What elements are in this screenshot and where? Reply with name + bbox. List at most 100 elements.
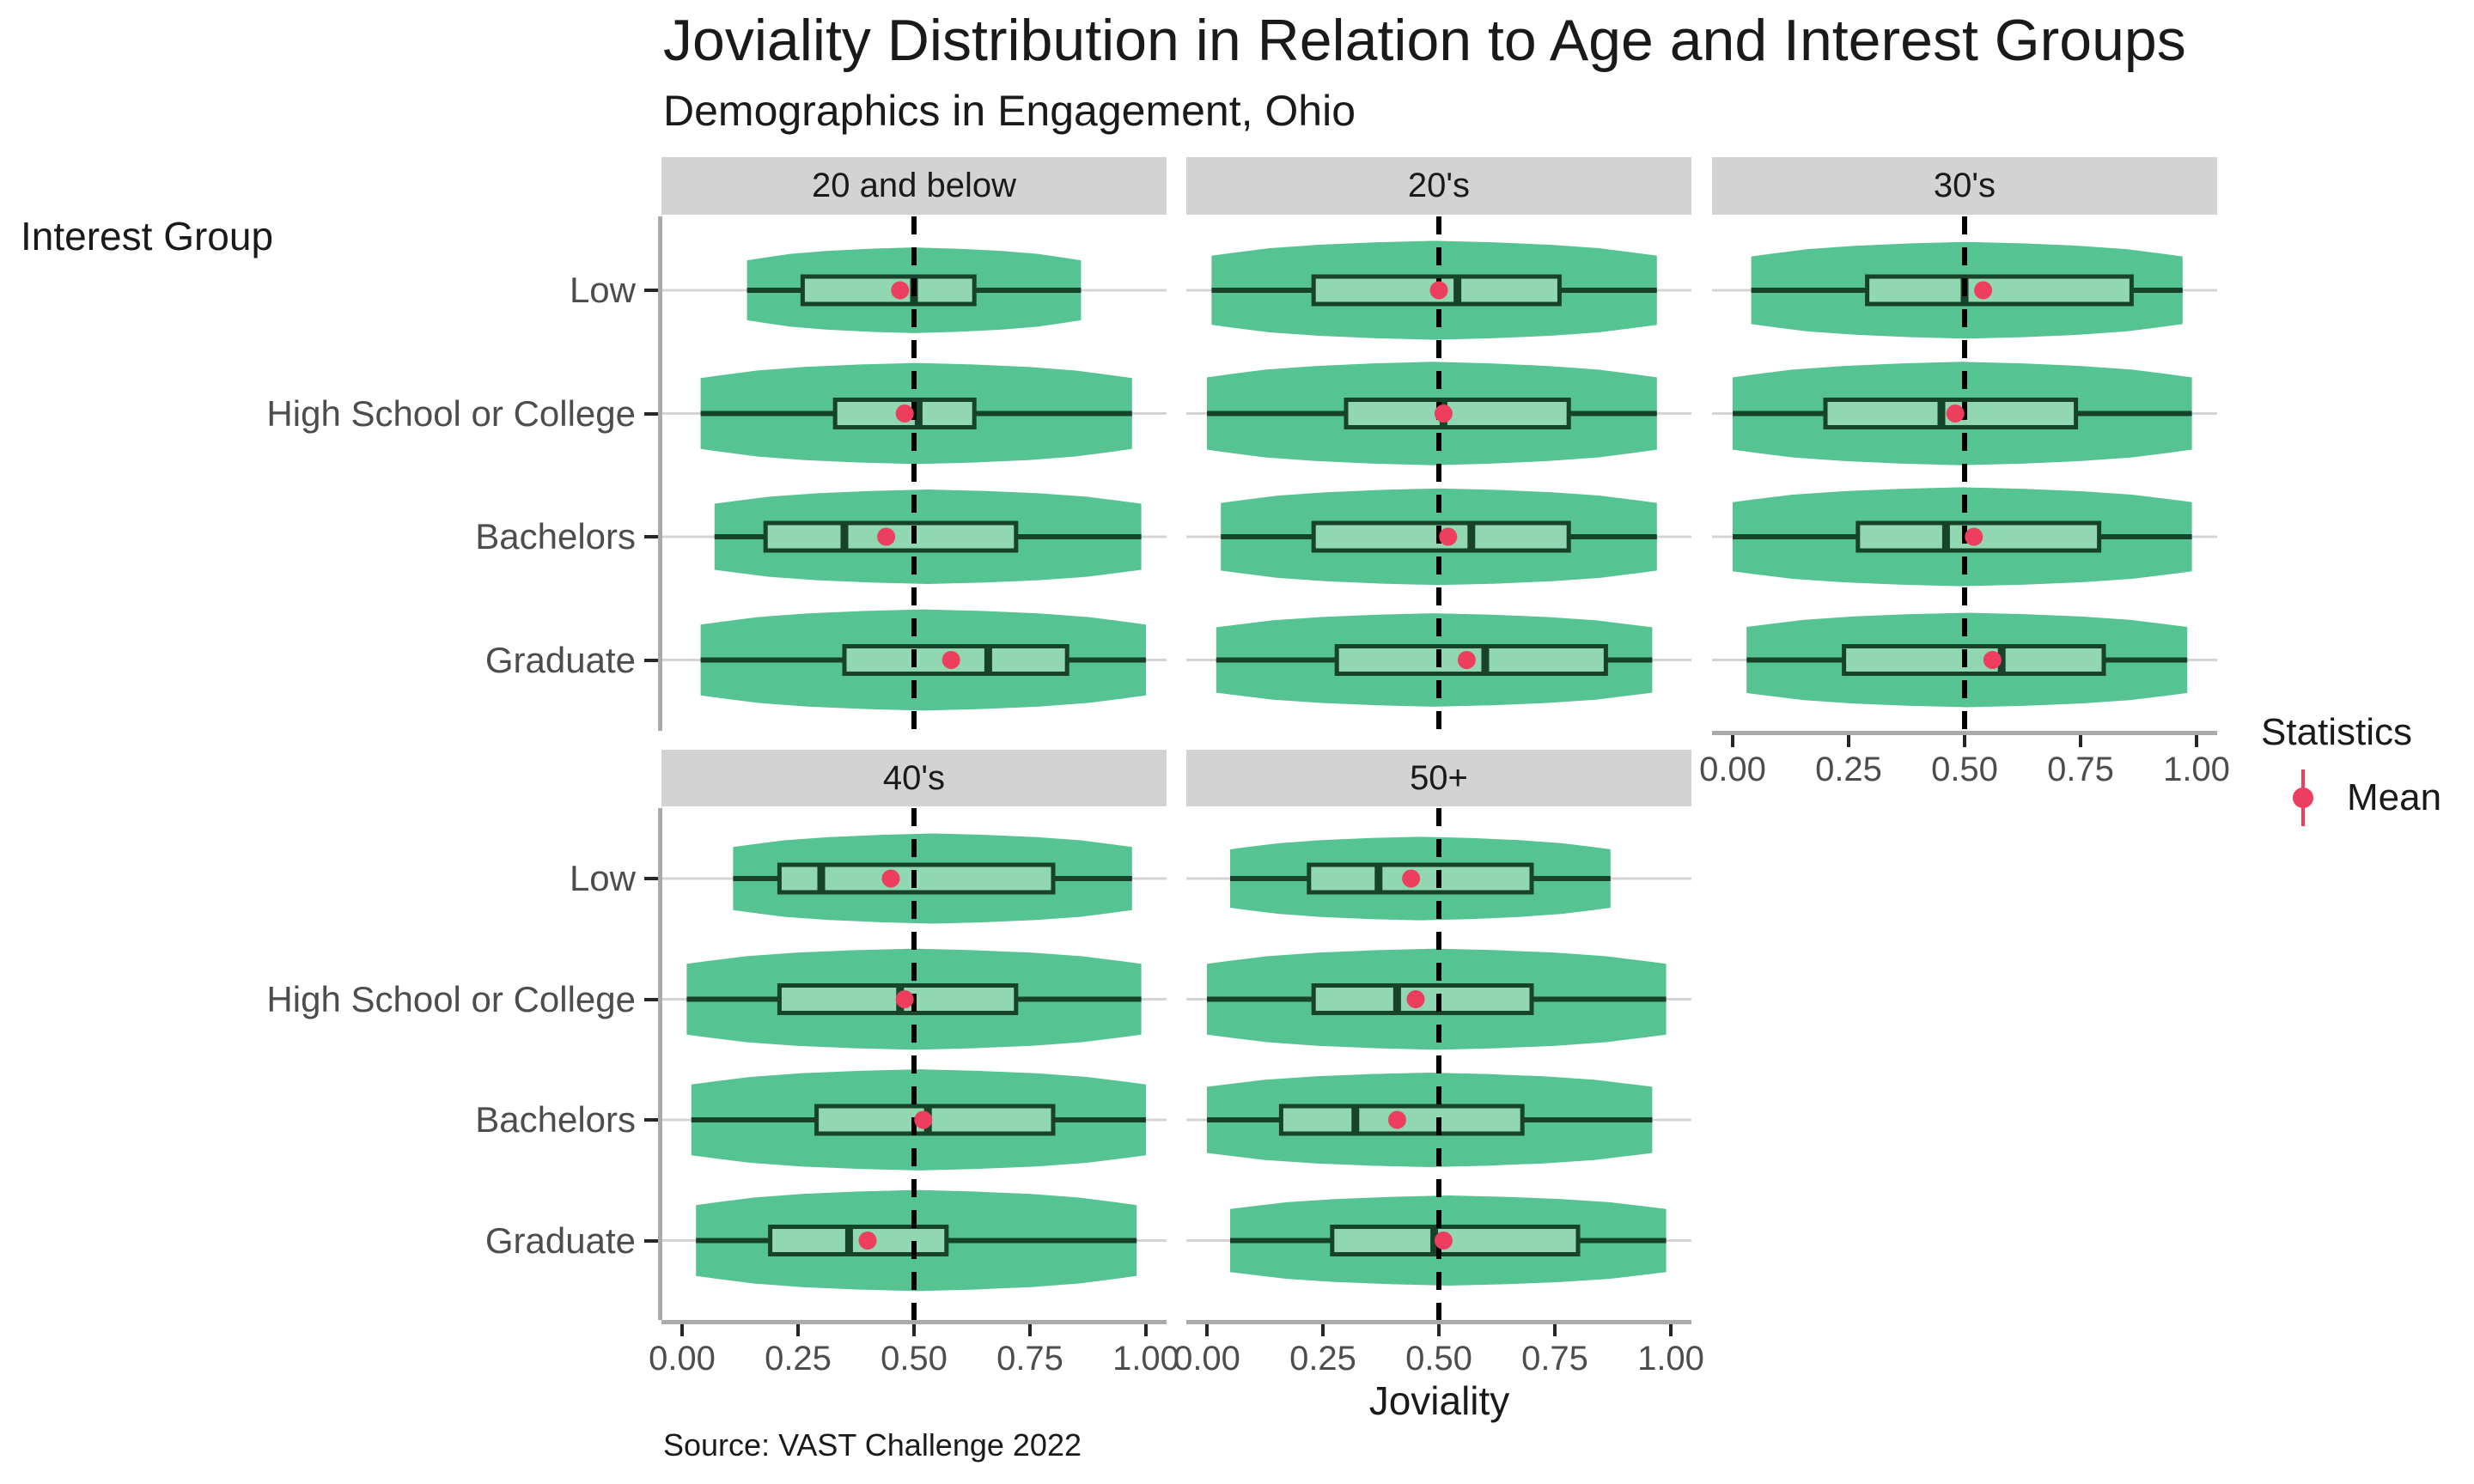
mean-pointrange-icon <box>2293 769 2313 826</box>
facet-strip: 20 and below <box>661 157 1167 215</box>
caption: Source: VAST Challenge 2022 <box>663 1427 1082 1463</box>
y-tick <box>644 997 658 1001</box>
y-tick-label: Graduate <box>484 639 636 680</box>
facet-panel <box>661 216 1167 731</box>
y-tick <box>644 658 658 662</box>
box <box>1344 398 1571 429</box>
x-tick-label: 1.00 <box>1637 1340 1704 1378</box>
y-tick-label: High School or College <box>266 978 636 1019</box>
x-tick <box>2195 735 2198 747</box>
facet-strip-label: 40's <box>882 758 946 797</box>
x-tick <box>1553 1324 1557 1336</box>
facet-strip: 40's <box>661 750 1167 806</box>
x-axis-title: Joviality <box>1368 1378 1510 1423</box>
facet-panel <box>1186 216 1691 731</box>
x-tick-label: 0.50 <box>881 1340 948 1378</box>
mean-point <box>1974 281 1993 300</box>
x-tick-label: 0.75 <box>996 1340 1063 1378</box>
x-tick-label: 0.00 <box>649 1340 716 1378</box>
x-tick-label: 1.00 <box>2163 751 2230 788</box>
y-tick-label: Bachelors <box>475 516 636 556</box>
facet-strip: 20's <box>1186 157 1691 215</box>
facet-strip-label: 20's <box>1407 167 1471 204</box>
box <box>1855 520 2102 553</box>
box <box>800 274 977 307</box>
x-tick-label: 0.75 <box>1521 1340 1588 1378</box>
x-tick-label: 1.00 <box>1112 1340 1179 1378</box>
y-axis-line <box>658 216 662 731</box>
mean-point <box>1434 1232 1453 1250</box>
facet-panel <box>1186 808 1691 1320</box>
mean-point <box>941 651 960 669</box>
y-tick <box>644 535 658 538</box>
mean-point <box>858 1232 877 1250</box>
x-tick <box>1731 735 1734 747</box>
box <box>1307 862 1534 895</box>
mean-point <box>1387 1110 1406 1129</box>
mean-point <box>1402 869 1421 888</box>
x-tick-label: 0.25 <box>765 1340 832 1378</box>
x-tick-label: 0.00 <box>1173 1340 1240 1378</box>
mean-point <box>1439 527 1458 546</box>
mean-point <box>1983 651 2002 669</box>
x-tick <box>2079 735 2082 747</box>
facet-strip-label: 30's <box>1933 167 1996 204</box>
mean-point <box>891 281 910 300</box>
legend-title: Statistics <box>2261 711 2413 753</box>
y-tick <box>644 1118 658 1122</box>
box <box>814 1104 1056 1136</box>
mean-point <box>881 869 900 888</box>
mean-point <box>1457 651 1476 669</box>
x-tick <box>1847 735 1850 747</box>
facet-strip: 30's <box>1712 157 2217 215</box>
y-tick-label: High School or College <box>266 392 636 434</box>
mean-point <box>1406 990 1425 1008</box>
y-axis-title: Interest Group <box>21 214 274 258</box>
y-tick-label: Low <box>569 270 636 310</box>
y-axis-line <box>658 808 662 1320</box>
facet-strip-label: 20 and below <box>812 167 1016 204</box>
x-axis-line <box>1712 731 2217 735</box>
x-axis-line <box>1186 1320 1691 1324</box>
y-tick <box>644 411 658 416</box>
y-tick <box>644 289 658 292</box>
y-tick-label: Bachelors <box>475 1099 636 1140</box>
x-tick <box>1144 1324 1148 1336</box>
y-tick <box>644 877 658 880</box>
mean-point <box>1429 281 1448 300</box>
facet-panel <box>1712 216 2217 731</box>
x-tick <box>680 1324 684 1336</box>
x-tick <box>1205 1324 1209 1336</box>
x-tick-label: 0.00 <box>1699 751 1766 788</box>
y-tick-label: Low <box>569 858 636 898</box>
x-tick <box>796 1324 800 1336</box>
x-tick <box>1669 1324 1673 1336</box>
box <box>768 1225 949 1256</box>
x-tick <box>1028 1324 1032 1336</box>
mean-point <box>895 404 914 423</box>
box <box>1865 274 2134 307</box>
legend-item-mean: Mean <box>2275 768 2441 828</box>
facet-strip-label: 50+ <box>1410 758 1468 797</box>
x-tick-label: 0.75 <box>2047 751 2114 788</box>
x-tick <box>1321 1324 1325 1336</box>
box <box>1842 644 2106 676</box>
x-axis-line <box>661 1320 1167 1324</box>
mean-point <box>1965 527 1983 546</box>
x-tick <box>1963 735 1966 747</box>
y-tick <box>644 1238 658 1243</box>
mean-point <box>914 1110 933 1129</box>
x-tick <box>1437 1324 1441 1336</box>
box <box>1330 1225 1581 1256</box>
mean-point <box>1434 404 1453 423</box>
mean-point <box>1946 404 1965 423</box>
box <box>1334 644 1608 676</box>
chart-subtitle: Demographics in Engagement, Ohio <box>663 87 1356 135</box>
mean-point <box>877 527 896 546</box>
x-tick-label: 0.25 <box>1289 1340 1356 1378</box>
x-tick <box>912 1324 916 1336</box>
x-tick-label: 0.50 <box>1931 751 1998 788</box>
legend-label-mean: Mean <box>2347 776 2442 818</box>
y-tick-label: Graduate <box>484 1219 636 1261</box>
